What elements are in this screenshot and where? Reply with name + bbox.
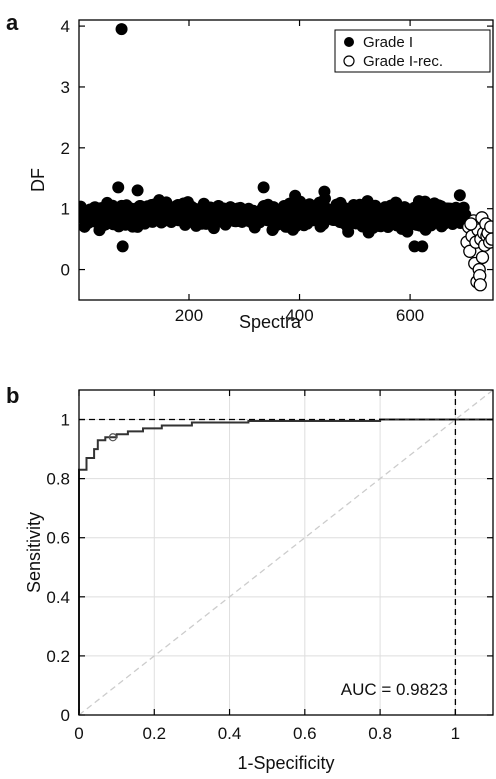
legend-marker-grade-i-rec <box>343 55 355 67</box>
x-tick-label-b: 0.8 <box>368 724 392 743</box>
x-axis-label-b: 1-Specificity <box>237 753 334 773</box>
panel-b-letter: b <box>6 383 19 408</box>
y-tick-label-b: 0 <box>61 706 70 725</box>
axes-box-b <box>78 389 494 716</box>
grade-i-rec-point <box>464 217 478 231</box>
axes-box-a <box>78 19 494 301</box>
x-tick-label-b: 1 <box>451 724 460 743</box>
grade-i-point <box>116 240 129 253</box>
x-tick-label-b: 0 <box>74 724 83 743</box>
y-tick-label-a: 4 <box>61 17 70 36</box>
x-tick-label-b: 0.2 <box>142 724 166 743</box>
x-tick-label-a: 200 <box>175 306 203 325</box>
grade-i-point <box>342 225 355 238</box>
y-tick-label-b: 0.6 <box>46 529 70 548</box>
y-axis-label-b: Sensitivity <box>24 512 44 593</box>
scatter-panel-a: 200 400 600 0 1 2 3 4 Spectra DF Grade I Grade I-re… <box>28 17 494 332</box>
y-tick-label-a: 3 <box>61 78 70 97</box>
grade-i-rec-point <box>473 278 487 292</box>
roc-panel-b: 0 0.2 0.4 0.6 0.8 1 0 0.2 0.4 0.6 0.8 1 AUC = 0.9823… <box>24 389 494 773</box>
legend-marker-grade-i <box>344 37 354 47</box>
x-tick-label-b: 0.4 <box>218 724 242 743</box>
grade-i-rec-point <box>484 220 493 234</box>
grade-i-point <box>257 181 270 194</box>
grade-i-point <box>131 184 144 197</box>
y-tick-label-a: 1 <box>61 200 70 219</box>
auc-annotation: AUC = 0.9823 <box>341 680 448 699</box>
points-layer-a <box>79 23 493 292</box>
legend-box <box>334 29 491 73</box>
grade-i-point <box>416 240 429 253</box>
legend-label-grade-i: Grade I <box>363 34 413 51</box>
grade-i-point <box>112 181 125 194</box>
grade-i-rec-point <box>485 232 493 246</box>
y-tick-label-a: 0 <box>61 261 70 280</box>
y-tick-label-b: 0.4 <box>46 588 70 607</box>
grade-i-point <box>318 185 331 198</box>
roc-curve <box>78 418 493 715</box>
operating-point-marker <box>108 433 117 442</box>
chance-diagonal <box>78 389 494 716</box>
grade-i-rec-point <box>475 250 490 265</box>
x-tick-label-a: 400 <box>285 306 313 325</box>
x-tick-label-a: 600 <box>396 306 424 325</box>
legend-label-grade-i-rec: Grade I-rec. <box>363 53 443 70</box>
grade-i-point <box>453 189 466 202</box>
panel-a-letter: a <box>6 10 19 35</box>
x-tick-label-b: 0.6 <box>293 724 317 743</box>
grade-i-point <box>115 23 128 36</box>
y-tick-label-b: 1 <box>61 411 70 430</box>
y-tick-label-b: 0.2 <box>46 647 70 666</box>
y-tick-label-b: 0.8 <box>46 470 70 489</box>
y-axis-label-a: DF <box>28 168 48 192</box>
grade-i-rec-point <box>463 244 477 258</box>
x-axis-label-a: Spectra <box>239 312 302 332</box>
y-tick-label-a: 2 <box>61 139 70 158</box>
